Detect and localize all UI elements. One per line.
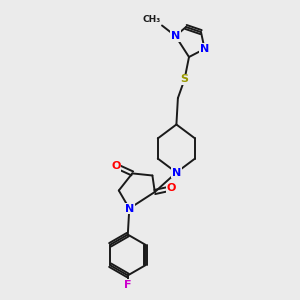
Text: N: N xyxy=(171,31,180,41)
Text: N: N xyxy=(172,167,181,178)
Text: N: N xyxy=(125,203,134,214)
Text: O: O xyxy=(167,183,176,194)
Text: F: F xyxy=(124,280,132,290)
Text: CH₃: CH₃ xyxy=(142,15,160,24)
Text: N: N xyxy=(200,44,209,54)
Text: O: O xyxy=(111,161,121,171)
Text: S: S xyxy=(181,74,188,85)
